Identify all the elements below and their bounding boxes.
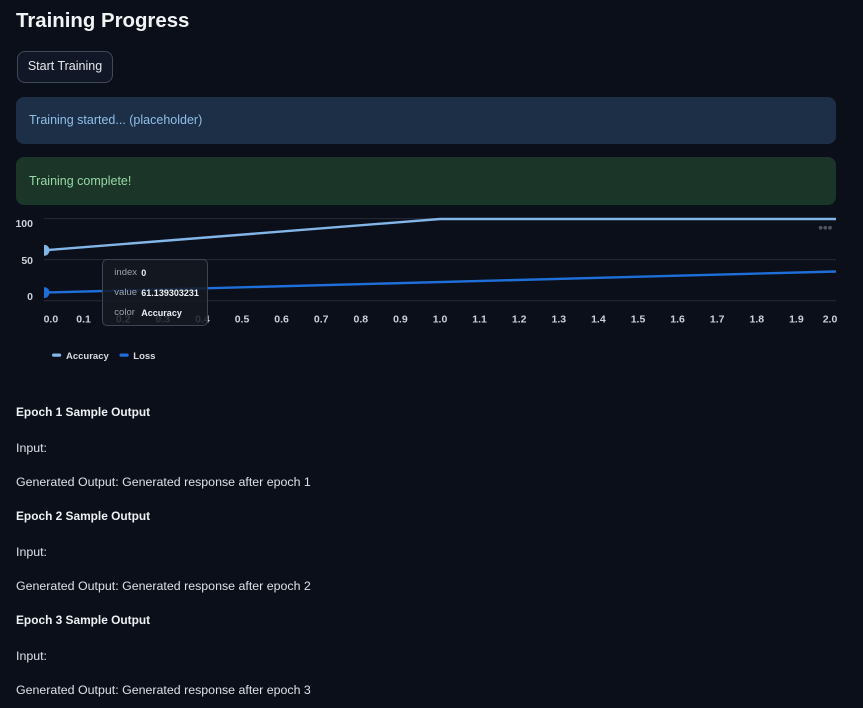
svg-text:1.1: 1.1 — [472, 314, 487, 326]
svg-text:0: 0 — [27, 291, 33, 303]
svg-text:0.6: 0.6 — [274, 314, 289, 326]
svg-text:1.0: 1.0 — [433, 314, 448, 326]
svg-text:1.7: 1.7 — [710, 314, 725, 326]
svg-text:0.5: 0.5 — [235, 314, 250, 326]
svg-text:0.0: 0.0 — [44, 314, 59, 326]
svg-text:2.0: 2.0 — [823, 314, 838, 326]
svg-text:1.8: 1.8 — [749, 314, 764, 326]
svg-text:1.3: 1.3 — [551, 314, 566, 326]
svg-text:1.5: 1.5 — [631, 314, 646, 326]
svg-text:0.9: 0.9 — [393, 314, 408, 326]
svg-text:1.9: 1.9 — [789, 314, 804, 326]
svg-text:50: 50 — [21, 255, 33, 267]
svg-text:Accuracy: Accuracy — [66, 351, 109, 362]
svg-text:1.2: 1.2 — [512, 314, 527, 326]
svg-text:Loss: Loss — [133, 351, 155, 362]
svg-text:1.6: 1.6 — [670, 314, 685, 326]
svg-text:100: 100 — [15, 218, 33, 230]
svg-text:0.1: 0.1 — [76, 314, 91, 326]
svg-text:0.7: 0.7 — [314, 314, 329, 326]
svg-text:0.8: 0.8 — [353, 314, 368, 326]
svg-text:1.4: 1.4 — [591, 314, 606, 326]
